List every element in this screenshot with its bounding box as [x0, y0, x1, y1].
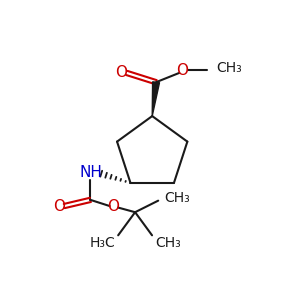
Text: CH₃: CH₃: [216, 61, 242, 75]
Text: O: O: [176, 63, 188, 78]
Text: CH₃: CH₃: [155, 236, 181, 250]
Text: O: O: [107, 199, 119, 214]
Text: O: O: [53, 199, 65, 214]
Text: NH: NH: [79, 165, 102, 180]
Text: CH₃: CH₃: [164, 191, 190, 205]
Polygon shape: [152, 82, 160, 116]
Text: H₃C: H₃C: [89, 236, 115, 250]
Text: O: O: [116, 65, 128, 80]
